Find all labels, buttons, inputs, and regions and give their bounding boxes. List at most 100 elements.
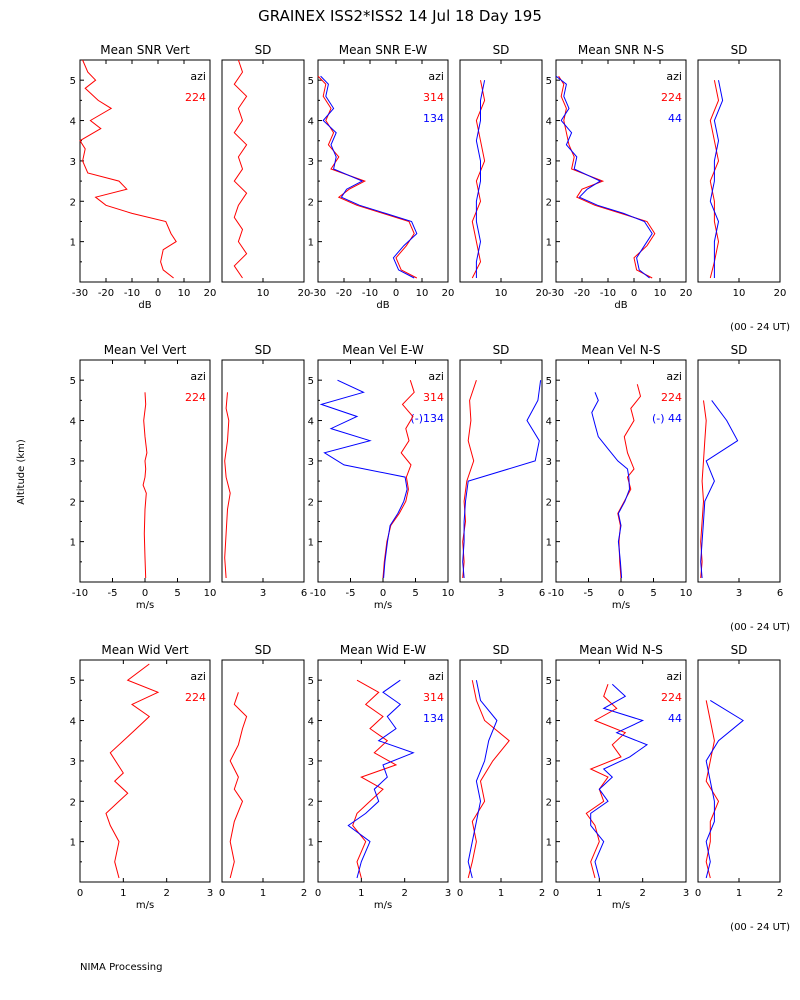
legend-header: azi (190, 670, 206, 683)
panel-title: Mean Vel Vert (104, 343, 187, 357)
series-line-134 (475, 80, 486, 278)
legend-header: azi (666, 370, 682, 383)
x-tick-label: 10 (442, 588, 455, 599)
x-tick-label: 1 (498, 888, 504, 899)
figure-title: GRAINEX ISS2*ISS2 14 Jul 18 Day 195 (258, 7, 542, 25)
x-axis-unit: m/s (136, 600, 154, 611)
x-tick-label: -20 (98, 288, 114, 299)
y-tick-label: 1 (308, 538, 314, 549)
x-tick-label: 3 (207, 888, 213, 899)
y-tick-label: 3 (70, 157, 76, 168)
x-tick-label: 1 (120, 888, 126, 899)
x-tick-label: -5 (108, 588, 118, 599)
x-tick-label: 3 (260, 588, 266, 599)
y-tick-label: 2 (308, 797, 314, 808)
x-tick-label: 1 (358, 888, 364, 899)
series-line-44 (591, 392, 631, 579)
x-tick-label: 10 (204, 588, 217, 599)
series-line-44 (705, 699, 744, 879)
time-range-note-2: (00 - 24 UT) (730, 622, 790, 633)
x-tick-label: 0 (553, 888, 559, 899)
series-line-44 (555, 75, 653, 279)
series-line-314 (467, 680, 510, 879)
x-tick-label: -5 (346, 588, 356, 599)
legend-entry-2: 44 (668, 112, 682, 125)
panel-title: Mean SNR N-S (578, 43, 664, 57)
panel-frame (697, 59, 781, 283)
y-tick-label: 3 (546, 757, 552, 768)
panel-title: SD (493, 643, 510, 657)
panel-frame (697, 659, 781, 883)
x-tick-label: 10 (733, 288, 746, 299)
legend-header: azi (666, 670, 682, 683)
series-line-224 (79, 59, 177, 279)
time-range-note-1: (00 - 24 UT) (730, 322, 790, 333)
x-tick-label: 10 (416, 288, 429, 299)
series-line-224 (558, 75, 656, 279)
x-tick-label: 2 (163, 888, 169, 899)
x-axis-unit: m/s (612, 600, 630, 611)
series-line-44 (590, 683, 649, 879)
panel-r3-c2: SD 0 1 2 (219, 643, 307, 899)
x-axis-unit: dB (138, 300, 151, 311)
x-tick-label: 0 (631, 288, 637, 299)
legend-entry-2: (-)134 (410, 412, 444, 425)
panel-r1-c5: Mean SNR N-S -30 -20 -10 0 10 20 dB 1 2 3 4 5 azi 224 4… (546, 43, 693, 311)
panel-r2-c1: Mean Vel Vert -10 -5 0 5 10 m/s 1 2 3 4 5 azi 224 (70, 343, 217, 611)
x-tick-label: 20 (298, 288, 311, 299)
x-tick-label: 20 (536, 288, 549, 299)
series-line-314 (352, 679, 398, 879)
x-tick-label: 2 (301, 888, 307, 899)
series-line-224 (233, 59, 248, 279)
panel-title: Mean SNR Vert (100, 43, 190, 57)
y-tick-label: 3 (70, 757, 76, 768)
y-tick-label: 1 (70, 538, 76, 549)
legend-header: azi (190, 370, 206, 383)
y-tick-label: 3 (546, 457, 552, 468)
x-tick-label: 10 (495, 288, 508, 299)
x-tick-label: 5 (412, 588, 418, 599)
x-tick-label: -10 (600, 288, 616, 299)
x-axis-unit: m/s (374, 900, 392, 911)
y-tick-label: 1 (546, 838, 552, 849)
series-line-314 (382, 380, 415, 579)
panel-frame (221, 359, 305, 583)
x-tick-label: -30 (72, 288, 88, 299)
panel-r1-c1: Mean SNR Vert -30 -20 -10 0 10 20 dB 1 2 3 4 5 azi 224 (70, 43, 217, 311)
x-tick-label: 5 (650, 588, 656, 599)
panel-r2-c4: SD 3 6 (459, 343, 545, 599)
x-tick-label: 0 (618, 588, 624, 599)
x-tick-label: 10 (654, 288, 667, 299)
x-tick-label: 10 (257, 288, 270, 299)
series-line-314 (317, 75, 418, 279)
legend-entry-1: 224 (661, 691, 682, 704)
y-tick-label: 2 (70, 197, 76, 208)
x-axis-unit: dB (376, 300, 389, 311)
x-tick-label: -20 (574, 288, 590, 299)
panel-frame (459, 659, 543, 883)
x-tick-label: 3 (683, 888, 689, 899)
footer-processing-label: NIMA Processing (80, 962, 162, 973)
series-line-134 (347, 679, 415, 879)
legend-entry-1: 224 (661, 391, 682, 404)
series-line-224 (142, 392, 148, 579)
y-tick-label: 1 (546, 238, 552, 249)
x-tick-label: 2 (401, 888, 407, 899)
x-tick-label: 1 (596, 888, 602, 899)
panel-title: SD (493, 343, 510, 357)
x-tick-label: -20 (336, 288, 352, 299)
legend-header: azi (666, 70, 682, 83)
x-tick-label: 3 (498, 588, 504, 599)
panel-r2-c5: Mean Vel N-S -10 -5 0 5 10 m/s 1 2 3 4 5 azi 224 (-) 4… (546, 343, 693, 611)
panel-r1-c3: Mean SNR E-W -30 -20 -10 0 10 20 dB 1 2 3 4 5 azi 314 1… (308, 43, 455, 311)
series-line-134 (467, 680, 498, 879)
x-tick-label: 6 (777, 588, 783, 599)
legend-entry-1: 224 (185, 91, 206, 104)
x-tick-label: 3 (736, 588, 742, 599)
panel-r3-c1: Mean Wid Vert 0 1 2 3 m/s 1 2 3 4 5 azi 224 (70, 643, 214, 911)
series-line-224 (224, 392, 231, 579)
x-tick-label: 0 (219, 888, 225, 899)
x-tick-label: -10 (548, 588, 564, 599)
